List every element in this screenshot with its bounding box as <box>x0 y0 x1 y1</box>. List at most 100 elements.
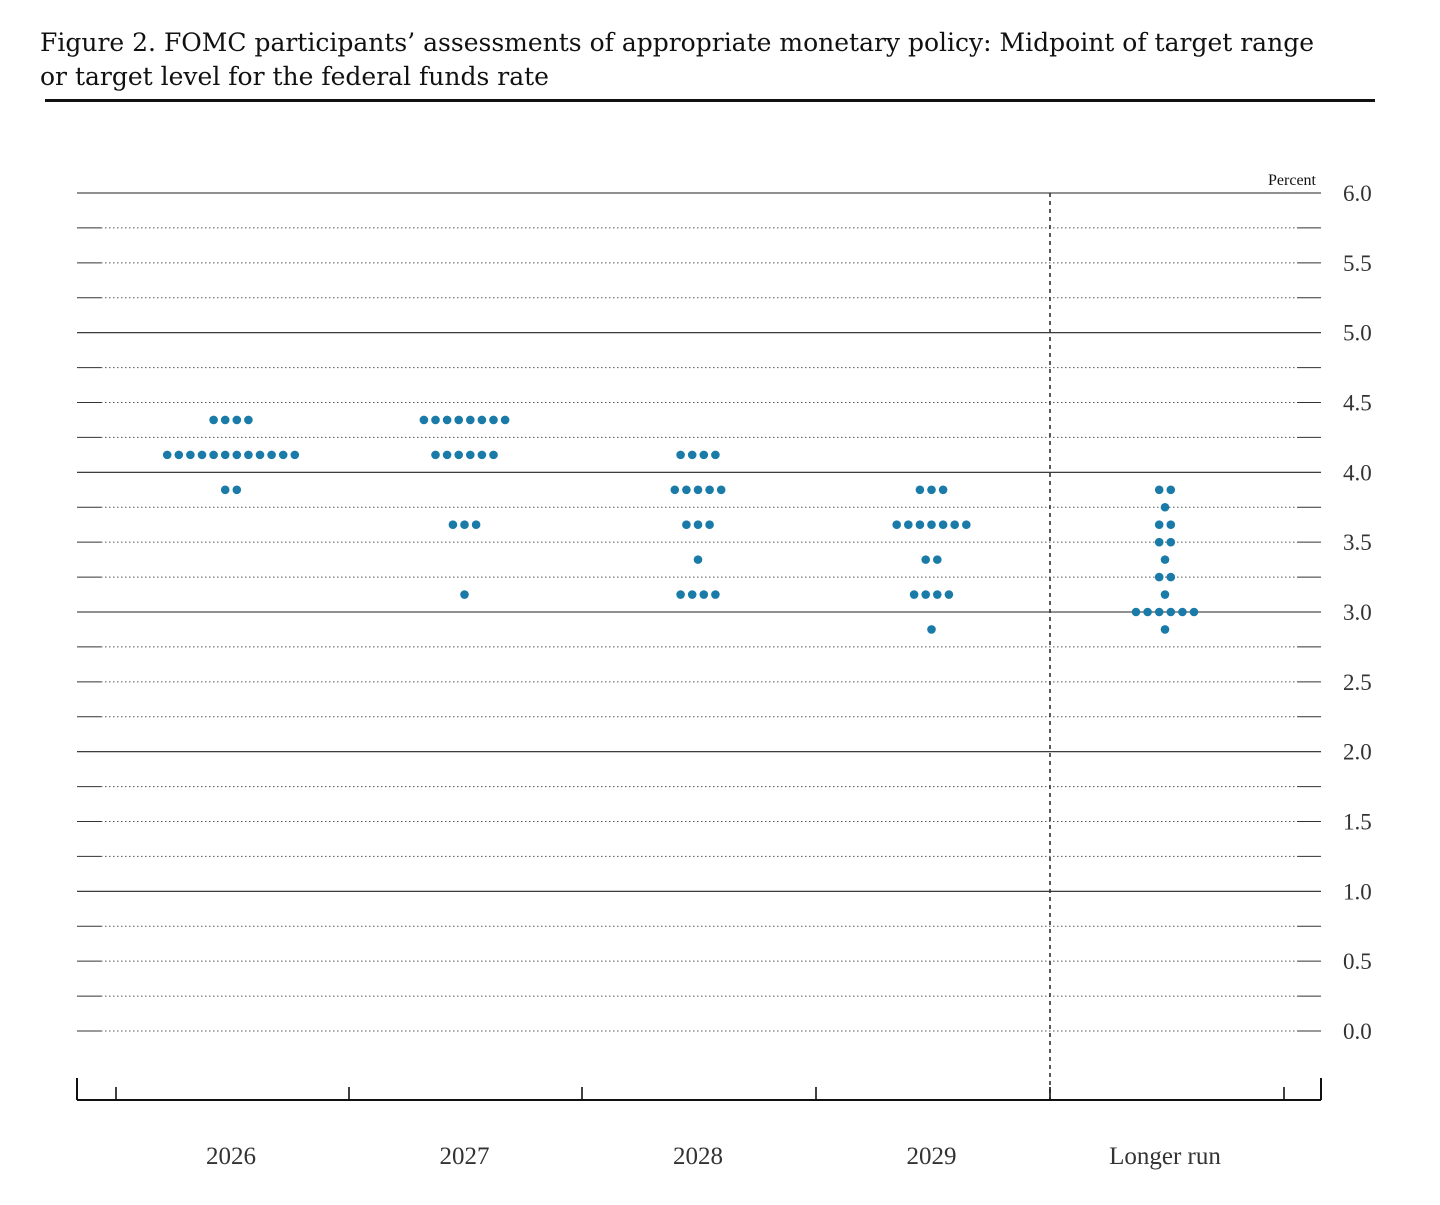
dot-projection <box>693 485 703 495</box>
dot-projection <box>1154 572 1164 582</box>
dot-projection <box>489 415 498 425</box>
x-category-label: 2027 <box>440 1143 490 1170</box>
dot-projection <box>950 520 959 530</box>
dot-projection <box>938 520 948 530</box>
dot-projection <box>244 415 253 425</box>
y-tick-label: 6.0 <box>1343 181 1372 206</box>
dot-projection <box>915 485 925 495</box>
dot-projection <box>197 450 207 460</box>
dot-projection <box>209 415 218 425</box>
y-tick-label: 4.0 <box>1343 460 1372 485</box>
dot-projection <box>477 450 487 460</box>
dot-projection <box>1166 572 1176 582</box>
y-tick-label: 0.5 <box>1343 949 1372 974</box>
dot-projection <box>419 415 429 425</box>
dot-projection <box>705 520 714 530</box>
dot-projection <box>174 450 184 460</box>
dot-projection <box>1160 590 1170 599</box>
dot-projection <box>892 520 901 530</box>
x-category-label: 2028 <box>673 1143 723 1170</box>
dot-projection <box>927 520 936 530</box>
dot-projection <box>1178 607 1187 617</box>
dot-projection <box>500 415 510 425</box>
y-tick-label: 5.5 <box>1343 251 1372 276</box>
dot-projection <box>670 485 680 495</box>
dot-projection <box>255 450 265 460</box>
dot-projection <box>699 450 709 460</box>
dot-projection <box>699 590 709 599</box>
y-tick-label: 2.5 <box>1343 670 1372 695</box>
dot-projection <box>162 450 172 460</box>
dot-projection <box>711 450 720 460</box>
dot-projection <box>1166 520 1176 530</box>
y-tick-label: 0.0 <box>1343 1019 1372 1044</box>
dot-projection <box>448 520 458 530</box>
dot-projection <box>431 415 440 425</box>
x-axis <box>76 1078 1322 1101</box>
dot-projection <box>232 415 242 425</box>
dot-projection <box>466 450 475 460</box>
dot-projection <box>1143 607 1152 617</box>
dot-projection <box>962 520 971 530</box>
dot-projection <box>232 450 242 460</box>
dot-projection <box>267 450 276 460</box>
y-tick-label: 5.0 <box>1343 321 1372 346</box>
dot-projection <box>933 590 942 599</box>
y-tick-label: 1.0 <box>1343 879 1372 904</box>
dot-projection <box>232 485 242 495</box>
dot-projection <box>431 450 440 460</box>
dot-projection <box>693 520 703 530</box>
dot-projection <box>1154 520 1164 530</box>
dot-projection <box>460 590 469 599</box>
dot-projection <box>938 485 948 495</box>
dot-projection <box>904 520 913 530</box>
dot-projection <box>1160 555 1170 564</box>
dot-projection <box>442 450 452 460</box>
y-axis-ticks: 0.0 0.5 1.0 1.5 2.0 2.5 3.0 3.5 4.0 4.5 5.0 5.5 6.0 <box>1343 181 1372 1044</box>
dot-projection <box>454 415 464 425</box>
dot-projection <box>186 450 195 460</box>
dot-projection <box>220 485 230 495</box>
dot-projection <box>705 485 714 495</box>
dot-projection <box>1131 607 1141 617</box>
dot-projection <box>460 520 469 530</box>
dot-projection <box>278 450 288 460</box>
dot-projection <box>1154 607 1164 617</box>
dot-projection <box>290 450 300 460</box>
dot-projection <box>1189 607 1199 617</box>
dot-projection <box>693 555 703 564</box>
dots <box>162 415 1199 634</box>
dot-projection <box>1160 625 1170 634</box>
figure-title: Figure 2. FOMC participants’ assessments… <box>40 26 1340 94</box>
dot-projection <box>1154 537 1164 547</box>
dot-projection <box>927 485 936 495</box>
dot-projection <box>1160 502 1170 512</box>
dot-projection <box>915 520 925 530</box>
title-rule <box>45 99 1375 102</box>
dot-projection <box>933 555 942 564</box>
dot-projection <box>682 520 691 530</box>
y-tick-label: 3.5 <box>1343 530 1372 555</box>
dot-projection <box>716 485 726 495</box>
dot-projection <box>676 450 685 460</box>
dot-projection <box>682 485 691 495</box>
dot-projection <box>687 450 697 460</box>
dot-projection <box>687 590 697 599</box>
dot-projection <box>1166 485 1176 495</box>
dot-projection <box>909 590 919 599</box>
dot-projection <box>454 450 464 460</box>
dot-projection <box>927 625 936 634</box>
x-category-label: Longer run <box>1109 1143 1221 1170</box>
dot-projection <box>1166 607 1176 617</box>
dot-projection <box>244 450 253 460</box>
y-tick-label: 1.5 <box>1343 810 1372 835</box>
dot-projection <box>220 415 230 425</box>
dot-projection <box>711 590 720 599</box>
dot-projection <box>944 590 954 599</box>
x-category-label: 2029 <box>907 1143 957 1170</box>
figure-title-line-1: Figure 2. FOMC participants’ assessments… <box>40 28 1314 57</box>
dot-projection <box>1154 485 1164 495</box>
x-axis-labels: 2026 2027 2028 2029 Longer run <box>206 1143 1221 1170</box>
gridlines <box>77 192 1321 1032</box>
